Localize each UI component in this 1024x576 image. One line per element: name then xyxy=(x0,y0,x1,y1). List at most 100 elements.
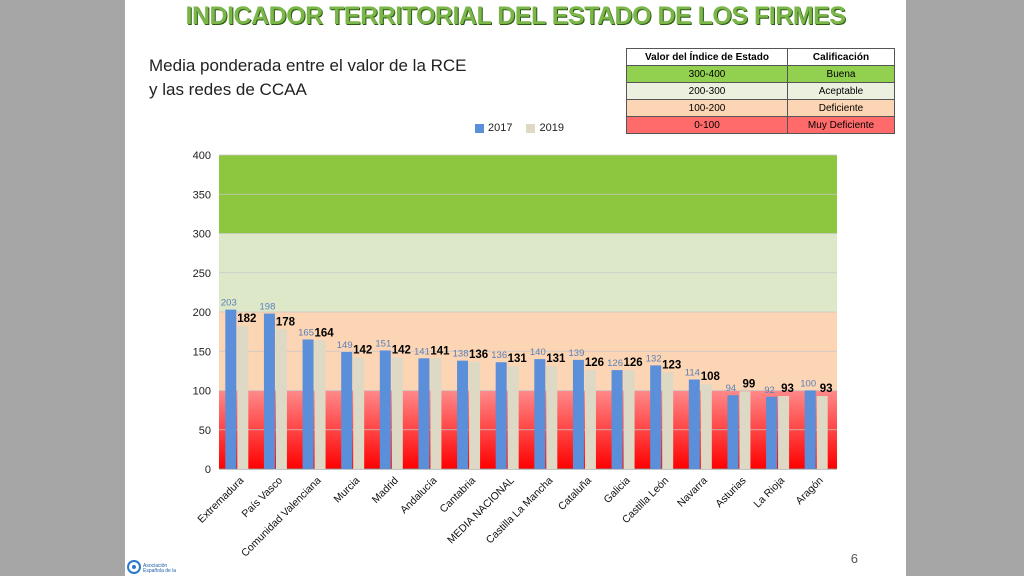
x-tick-label: Aragón xyxy=(793,475,826,508)
data-label-2019: 126 xyxy=(585,357,604,369)
x-tick-label: Navarra xyxy=(675,475,710,510)
data-label-2017: 165 xyxy=(298,327,314,338)
bar-2017 xyxy=(611,370,623,469)
chart-subtitle: Media ponderada entre el valor de la RCE… xyxy=(149,54,467,102)
bar-2017 xyxy=(650,365,662,469)
slide-title: INDICADOR TERRITORIAL DEL ESTADO DE LOS … xyxy=(185,2,846,30)
bar-2019 xyxy=(700,384,712,469)
data-label-2017: 149 xyxy=(337,340,353,351)
x-tick-label: Comunidad Valenciana xyxy=(239,475,324,560)
ratings-header-range: Valor del Índice de Estado xyxy=(626,48,788,66)
data-label-2017: 100 xyxy=(800,379,816,390)
x-tick-label: Castilla La Mancha xyxy=(484,475,556,547)
bar-2017 xyxy=(495,362,507,469)
bar-2019 xyxy=(469,362,481,469)
page-number: 6 xyxy=(850,551,858,566)
data-label-2019: 99 xyxy=(743,378,756,390)
y-tick-label: 400 xyxy=(193,150,211,162)
data-label-2019: 142 xyxy=(392,345,411,357)
logo-text-line-2: Española de la xyxy=(143,568,177,574)
bar-2019 xyxy=(237,326,249,469)
legend-label-2019: 2019 xyxy=(539,122,564,134)
data-label-2017: 139 xyxy=(569,348,585,359)
bar-2019 xyxy=(275,329,287,469)
bar-2017 xyxy=(534,359,546,469)
bar-2017 xyxy=(727,395,739,469)
bar-2019 xyxy=(662,372,674,469)
bar-2017 xyxy=(263,313,275,469)
slide: INDICADOR TERRITORIAL DEL ESTADO DE LOS … xyxy=(125,0,906,576)
data-label-2019: 141 xyxy=(430,345,450,357)
logo-text-line-1: Asociación xyxy=(143,563,168,569)
x-tick-label: Galicia xyxy=(601,475,632,506)
x-tick-label: Andalucía xyxy=(398,475,440,517)
data-label-2017: 198 xyxy=(260,302,276,313)
data-label-2019: 108 xyxy=(701,371,721,383)
legend-item-2017: 2017 xyxy=(475,122,512,134)
data-label-2019: 131 xyxy=(546,353,566,365)
data-label-2019: 136 xyxy=(469,349,488,361)
data-label-2019: 123 xyxy=(662,359,681,371)
data-label-2019: 93 xyxy=(820,383,833,395)
bar-2019 xyxy=(430,358,442,469)
data-label-2019: 178 xyxy=(276,316,296,328)
bar-2017 xyxy=(225,309,237,469)
data-label-2017: 141 xyxy=(414,346,430,357)
chart-legend: 2017 2019 xyxy=(475,122,564,134)
legend-item-2019: 2019 xyxy=(526,122,564,134)
data-label-2019: 182 xyxy=(237,313,256,325)
y-tick-label: 150 xyxy=(193,346,211,358)
x-tick-label: Madrid xyxy=(370,475,401,506)
data-label-2017: 140 xyxy=(530,347,546,358)
data-label-2019: 126 xyxy=(623,357,642,369)
legend-swatch-2017 xyxy=(475,123,484,133)
y-tick-label: 0 xyxy=(205,464,211,476)
x-tick-label: MEDIA NACIONAL xyxy=(445,475,517,547)
bar-2017 xyxy=(766,396,778,469)
x-tick-label: La Rioja xyxy=(751,475,787,511)
data-label-2017: 94 xyxy=(726,383,737,394)
bar-2019 xyxy=(623,370,635,469)
bar-2019 xyxy=(584,370,596,469)
bar-2019 xyxy=(314,340,326,469)
y-tick-label: 250 xyxy=(193,268,211,280)
bar-2017 xyxy=(572,359,584,469)
y-tick-label: 100 xyxy=(193,386,211,398)
ratings-table: Valor del Índice de Estado Calificación … xyxy=(626,48,895,134)
x-tick-label: Murcia xyxy=(332,475,363,506)
data-label-2019: 142 xyxy=(353,345,372,357)
data-label-2019: 93 xyxy=(781,383,794,395)
ratings-row: 300-400 Buena xyxy=(626,65,895,83)
data-label-2019: 131 xyxy=(508,353,528,365)
subtitle-line-2: y las redes de CCAA xyxy=(149,80,307,99)
data-label-2017: 114 xyxy=(685,368,700,379)
bar-2017 xyxy=(804,390,816,469)
bar-2017 xyxy=(379,350,391,469)
data-label-2017: 92 xyxy=(764,385,775,396)
subtitle-line-1: Media ponderada entre el valor de la RCE xyxy=(149,56,467,75)
bar-2017 xyxy=(688,379,700,469)
logo-icon xyxy=(127,560,141,574)
bar-2017 xyxy=(457,360,469,469)
bar-2017 xyxy=(341,352,353,469)
logo: Asociación Española de la xyxy=(127,560,183,574)
bar-2019 xyxy=(391,357,403,469)
legend-swatch-2019 xyxy=(526,123,536,133)
x-tick-label: Extremadura xyxy=(195,475,246,526)
y-tick-label: 300 xyxy=(193,229,211,241)
x-tick-label: Cantabria xyxy=(438,475,479,516)
x-tick-label: Cataluña xyxy=(556,475,594,513)
bar-2017 xyxy=(418,358,430,469)
data-label-2017: 138 xyxy=(453,349,469,360)
bar-2019 xyxy=(507,366,519,469)
bar-2019 xyxy=(546,366,558,469)
bar-2017 xyxy=(302,339,314,469)
y-tick-label: 200 xyxy=(193,307,211,319)
data-label-2017: 151 xyxy=(375,338,391,349)
legend-label-2017: 2017 xyxy=(488,122,513,134)
y-tick-label: 350 xyxy=(193,189,211,201)
data-label-2017: 132 xyxy=(646,353,662,364)
ratings-row: 0-100 Muy Deficiente xyxy=(626,116,895,134)
y-tick-label: 50 xyxy=(199,425,211,437)
